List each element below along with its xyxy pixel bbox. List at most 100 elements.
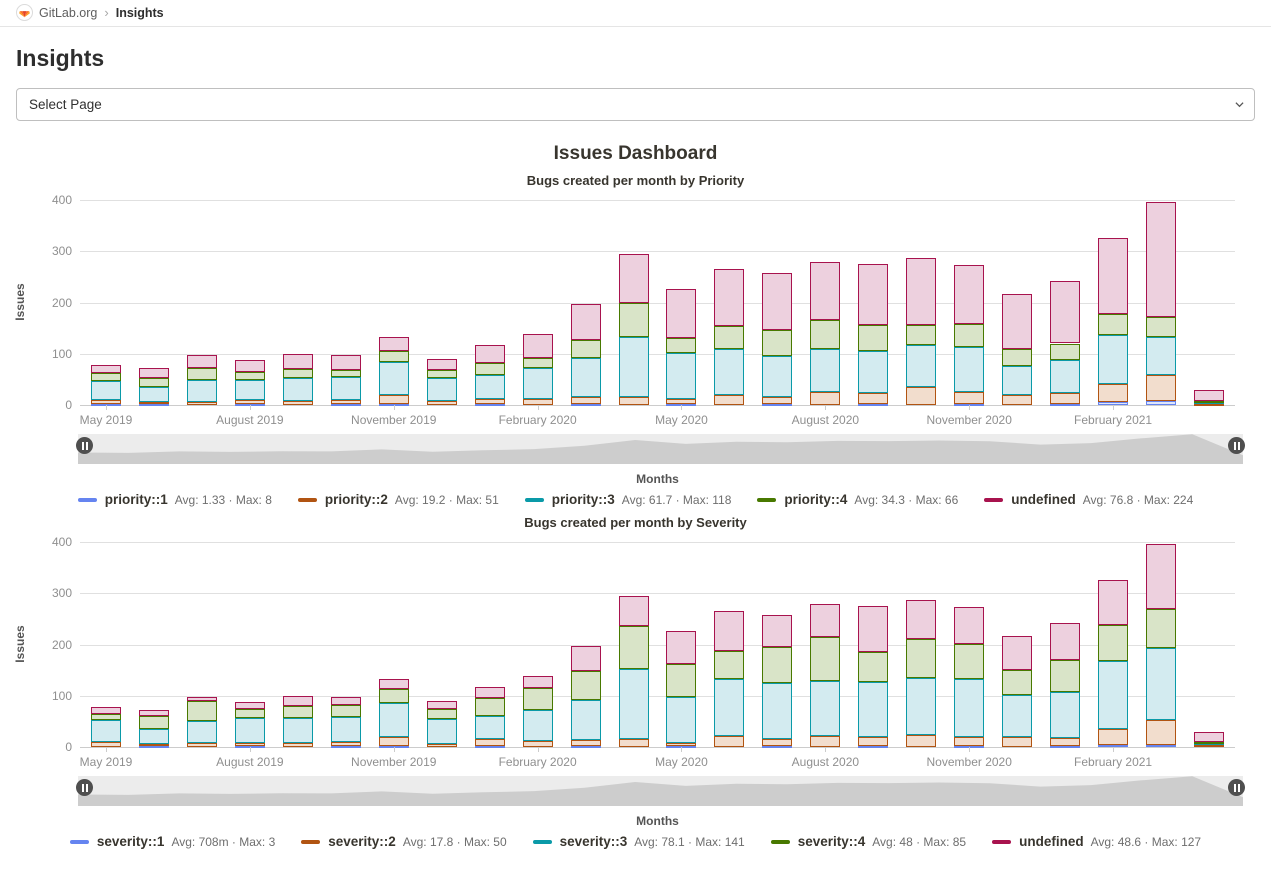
datazoom-handle-left[interactable] (76, 437, 93, 454)
bar-segment-priority::1-july-2020[interactable] (762, 404, 793, 407)
bar-segment-severity::2-april-2020[interactable] (618, 739, 649, 747)
bar-segment-priority::2-november-2020[interactable] (954, 391, 985, 405)
bar-segment-priority::2-august-2020[interactable] (810, 392, 841, 405)
bar-segment-priority::3-january-2021[interactable] (1050, 359, 1081, 393)
bar-segment-priority::2-april-2021[interactable] (1194, 403, 1224, 406)
bar-segment-undefined-july-2020[interactable] (762, 272, 793, 331)
bar-segment-undefined-january-2020[interactable] (474, 687, 505, 699)
bar-segment-severity::2-august-2019[interactable] (234, 742, 265, 747)
bar-segment-severity::2-july-2020[interactable] (762, 738, 793, 747)
bar-segment-priority::3-april-2020[interactable] (618, 336, 649, 398)
bar-segment-priority::2-june-2020[interactable] (714, 394, 745, 405)
bar-segment-severity::2-february-2020[interactable] (522, 741, 553, 747)
bar-segment-undefined-november-2019[interactable] (378, 678, 409, 690)
bar-segment-undefined-july-2019[interactable] (186, 697, 217, 702)
bar-segment-undefined-february-2020[interactable] (522, 334, 553, 358)
bar-segment-priority::2-january-2021[interactable] (1050, 392, 1081, 405)
legend-item-priority::3[interactable]: priority::3 Avg: 61.7 · Max: 118 (524, 492, 731, 507)
bar-segment-priority::3-september-2019[interactable] (282, 377, 313, 401)
bar-segment-severity::3-december-2019[interactable] (426, 719, 457, 745)
bar-segment-severity::4-july-2019[interactable] (186, 701, 217, 721)
datazoom-handle-right[interactable] (1228, 779, 1245, 796)
bar-segment-severity::2-july-2019[interactable] (186, 742, 217, 747)
bar-segment-priority::3-august-2019[interactable] (234, 379, 265, 401)
bar-segment-priority::1-june-2019[interactable] (138, 404, 169, 407)
bar-segment-priority::2-november-2019[interactable] (378, 395, 409, 405)
bar-segment-undefined-september-2019[interactable] (282, 695, 313, 706)
bar-segment-undefined-june-2020[interactable] (714, 611, 745, 651)
bar-segment-severity::1-june-2019[interactable] (138, 746, 169, 749)
bar-segment-severity::4-december-2019[interactable] (426, 708, 457, 720)
bar-segment-priority::3-february-2021[interactable] (1098, 335, 1129, 384)
gitlab-logo-icon[interactable] (16, 4, 33, 21)
breadcrumb-group-link[interactable]: GitLab.org (39, 5, 98, 20)
bar-segment-severity::3-september-2020[interactable] (858, 681, 889, 738)
bar-segment-severity::2-september-2020[interactable] (858, 737, 889, 747)
select-page-dropdown[interactable]: Select Page (16, 88, 1255, 121)
bar-segment-severity::4-january-2021[interactable] (1050, 660, 1081, 692)
bar-segment-undefined-february-2021[interactable] (1098, 238, 1129, 315)
bar-segment-undefined-december-2019[interactable] (426, 700, 457, 709)
bar-segment-undefined-february-2021[interactable] (1098, 580, 1129, 625)
bar-segment-severity::2-august-2020[interactable] (810, 735, 841, 747)
bar-segment-priority::4-february-2021[interactable] (1098, 314, 1129, 336)
bar-segment-undefined-april-2020[interactable] (618, 253, 649, 303)
bar-segment-severity::3-january-2021[interactable] (1050, 691, 1081, 739)
bar-segment-priority::2-september-2020[interactable] (858, 392, 889, 405)
bar-segment-undefined-december-2019[interactable] (426, 358, 457, 370)
legend-item-priority::4[interactable]: priority::4 Avg: 34.3 · Max: 66 (757, 492, 958, 507)
bar-segment-priority::4-october-2019[interactable] (330, 370, 361, 378)
bar-segment-priority::3-march-2021[interactable] (1146, 337, 1177, 375)
bar-segment-severity::3-may-2019[interactable] (91, 719, 121, 743)
bar-segment-priority::4-december-2019[interactable] (426, 369, 457, 378)
bar-segment-priority::2-january-2020[interactable] (474, 399, 505, 405)
bar-segment-priority::4-may-2020[interactable] (666, 337, 697, 354)
legend-item-severity::3[interactable]: severity::3 Avg: 78.1 · Max: 141 (532, 834, 745, 849)
bar-segment-undefined-november-2019[interactable] (378, 336, 409, 351)
bar-segment-undefined-april-2021[interactable] (1194, 389, 1224, 402)
bar-segment-severity::3-march-2021[interactable] (1146, 647, 1177, 720)
bar-segment-severity::2-january-2020[interactable] (474, 738, 505, 747)
bar-segment-priority::2-june-2019[interactable] (138, 401, 169, 405)
bar-segment-priority::4-november-2020[interactable] (954, 323, 985, 348)
bar-segment-priority::2-may-2019[interactable] (91, 400, 121, 405)
bar-segment-priority::1-february-2021[interactable] (1098, 402, 1129, 405)
bar-segment-priority::1-october-2019[interactable] (330, 404, 361, 407)
bar-segment-priority::3-november-2019[interactable] (378, 361, 409, 396)
bar-segment-severity::2-november-2020[interactable] (954, 737, 985, 747)
bar-segment-undefined-may-2020[interactable] (666, 630, 697, 664)
bar-segment-priority::2-september-2019[interactable] (282, 400, 313, 405)
bar-segment-severity::1-september-2020[interactable] (858, 746, 889, 749)
bar-segment-undefined-january-2020[interactable] (474, 345, 505, 364)
bar-segment-severity::3-january-2020[interactable] (474, 716, 505, 739)
bar-segment-priority::3-june-2020[interactable] (714, 348, 745, 395)
bar-segment-severity::3-november-2020[interactable] (954, 679, 985, 738)
bar-segment-severity::3-july-2019[interactable] (186, 720, 217, 743)
bar-segment-priority::4-february-2020[interactable] (522, 357, 553, 369)
bar-segment-undefined-september-2020[interactable] (858, 263, 889, 325)
bar-segment-priority::1-march-2021[interactable] (1146, 400, 1177, 405)
bar-segment-priority::2-may-2020[interactable] (666, 399, 697, 405)
bar-segment-severity::4-june-2019[interactable] (138, 715, 169, 729)
bar-segment-priority::2-february-2020[interactable] (522, 398, 553, 405)
bar-segment-priority::3-january-2020[interactable] (474, 374, 505, 400)
datazoom-slider[interactable] (76, 434, 1245, 464)
bar-segment-priority::1-january-2020[interactable] (474, 404, 505, 407)
bar-segment-undefined-june-2019[interactable] (138, 368, 169, 379)
bar-segment-undefined-july-2020[interactable] (762, 614, 793, 647)
bar-segment-undefined-october-2020[interactable] (906, 599, 937, 639)
bar-segment-undefined-may-2019[interactable] (91, 365, 121, 374)
bar-segment-severity::4-february-2021[interactable] (1098, 624, 1129, 661)
bar-segment-severity::2-december-2020[interactable] (1002, 737, 1033, 747)
legend-item-severity::4[interactable]: severity::4 Avg: 48 · Max: 85 (770, 834, 966, 849)
bar-segment-priority::4-march-2020[interactable] (570, 340, 601, 359)
bar-segment-severity::2-december-2019[interactable] (426, 744, 457, 747)
bar-segment-undefined-january-2021[interactable] (1050, 622, 1081, 661)
bar-segment-undefined-august-2019[interactable] (234, 359, 265, 373)
bar-segment-priority::3-october-2019[interactable] (330, 377, 361, 401)
bar-segment-undefined-march-2020[interactable] (570, 646, 601, 671)
bar-segment-priority::3-august-2020[interactable] (810, 348, 841, 393)
bar-segment-priority::3-october-2020[interactable] (906, 345, 937, 388)
legend-item-undefined[interactable]: undefined Avg: 48.6 · Max: 127 (992, 834, 1201, 849)
bar-segment-severity::3-november-2019[interactable] (378, 703, 409, 738)
